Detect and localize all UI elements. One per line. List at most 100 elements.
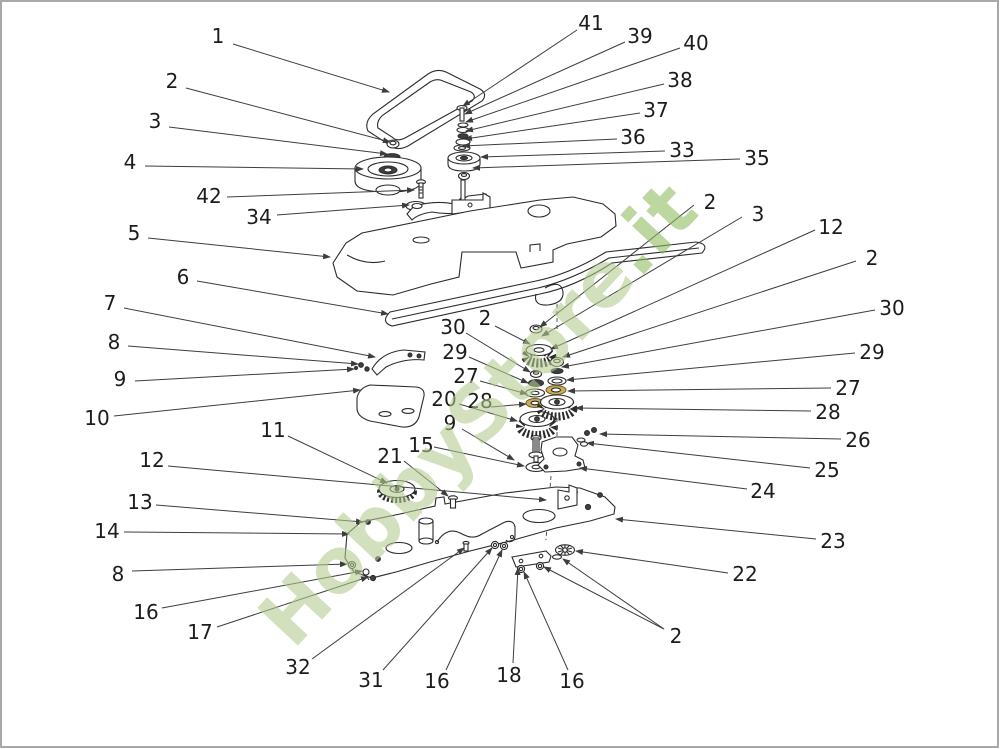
callout-label-28: 28 — [815, 400, 840, 424]
leader-line-38 — [465, 83, 665, 133]
leader-line-6 — [196, 280, 389, 316]
callout-label-5: 5 — [128, 221, 141, 245]
leader-line-34 — [276, 202, 410, 216]
leader-line-22 — [575, 549, 729, 574]
leader-line-25 — [586, 440, 811, 469]
leader-line-28 — [575, 405, 812, 412]
callout-label-22: 22 — [732, 562, 757, 586]
timing-pulley-small — [377, 479, 417, 503]
leader-line-15 — [433, 446, 525, 468]
callout-label-24: 24 — [750, 479, 775, 503]
callout-label-2: 2 — [479, 306, 492, 330]
callout-label-11: 11 — [260, 418, 285, 442]
leader-line-5 — [147, 237, 331, 260]
callout-label-39: 39 — [627, 24, 652, 48]
leader-line-35 — [472, 158, 741, 171]
callout-label-2: 2 — [166, 69, 179, 93]
leader-line-30 — [465, 332, 531, 373]
leader-line-3 — [168, 126, 388, 157]
leader-line-2 — [539, 204, 695, 328]
callout-label-16: 16 — [133, 600, 158, 624]
callout-label-40: 40 — [683, 31, 708, 55]
callout-label-27: 27 — [835, 376, 860, 400]
leader-line-27 — [567, 387, 832, 394]
callout-label-23: 23 — [820, 529, 845, 553]
callout-label-26: 26 — [845, 428, 870, 452]
callout-label-6: 6 — [177, 265, 190, 289]
leader-line-2 — [494, 325, 531, 345]
callout-label-16: 16 — [559, 669, 584, 693]
leader-line-2 — [562, 558, 665, 630]
leader-line-36 — [462, 138, 618, 149]
callout-label-38: 38 — [667, 68, 692, 92]
leader-line-37 — [464, 112, 641, 141]
leader-line-30 — [561, 309, 876, 369]
callout-label-20: 20 — [431, 387, 456, 411]
hardware-26 — [584, 430, 590, 436]
callout-label-21: 21 — [377, 444, 402, 468]
callout-label-15: 15 — [408, 433, 433, 457]
leader-line-41 — [462, 29, 578, 107]
leader-line-16 — [445, 549, 503, 671]
leader-line-2 — [562, 260, 857, 358]
callout-label-3: 3 — [752, 202, 765, 226]
callout-label-2: 2 — [670, 624, 683, 648]
callout-label-34: 34 — [246, 205, 271, 229]
leader-line-42 — [226, 187, 415, 198]
callout-label-28: 28 — [467, 389, 492, 413]
small-plate — [511, 550, 552, 568]
callout-label-3: 3 — [149, 109, 162, 133]
leader-line-17 — [216, 576, 369, 628]
idler-pulley — [354, 156, 422, 196]
leader-line-24 — [579, 465, 748, 490]
callout-label-36: 36 — [620, 125, 645, 149]
leader-line-1 — [232, 43, 390, 93]
callout-label-35: 35 — [744, 146, 769, 170]
leader-line-16 — [161, 569, 363, 609]
link-rod — [436, 520, 516, 543]
tension-fastener-stack — [447, 104, 481, 181]
leader-line-31 — [382, 547, 493, 671]
callout-label-12: 12 — [139, 448, 164, 472]
parts-artwork — [332, 69, 706, 582]
leader-line-11 — [287, 435, 388, 484]
leader-line-23 — [615, 516, 817, 540]
callout-label-25: 25 — [814, 458, 839, 482]
right-spindle-stack — [536, 304, 597, 541]
leader-line-13 — [155, 504, 364, 525]
cover-plate — [356, 384, 425, 428]
leader-line-29 — [566, 352, 856, 383]
callout-label-42: 42 — [196, 184, 221, 208]
leader-line-20 — [458, 403, 518, 422]
callout-label-37: 37 — [643, 98, 668, 122]
leader-line-40 — [465, 47, 681, 123]
idler-arm — [406, 179, 491, 221]
leader-line-26 — [599, 431, 842, 440]
callout-label-13: 13 — [127, 490, 152, 514]
callout-label-10: 10 — [84, 406, 109, 430]
leader-line-4 — [144, 165, 364, 172]
deck-cover — [332, 196, 617, 296]
callout-label-18: 18 — [496, 663, 521, 687]
callout-label-32: 32 — [285, 655, 310, 679]
leader-line-28 — [490, 401, 527, 408]
callout-label-30: 30 — [879, 296, 904, 320]
leader-line-7 — [123, 307, 376, 359]
callout-label-27: 27 — [453, 364, 478, 388]
lower-plate — [344, 484, 616, 579]
leader-line-32 — [311, 547, 465, 660]
callout-label-7: 7 — [104, 291, 117, 315]
leader-line-39 — [464, 41, 626, 115]
leader-line-18 — [512, 567, 521, 664]
callout-label-2: 2 — [866, 246, 879, 270]
callout-label-4: 4 — [124, 150, 137, 174]
leader-line-21 — [403, 460, 449, 497]
flat-belt — [384, 241, 706, 327]
v-belt — [366, 69, 486, 150]
corner-bracket — [557, 484, 578, 510]
leader-line-9 — [461, 428, 515, 461]
leader-line-2 — [185, 87, 391, 144]
leader-line-9 — [134, 366, 355, 382]
callout-label-12: 12 — [818, 215, 843, 239]
